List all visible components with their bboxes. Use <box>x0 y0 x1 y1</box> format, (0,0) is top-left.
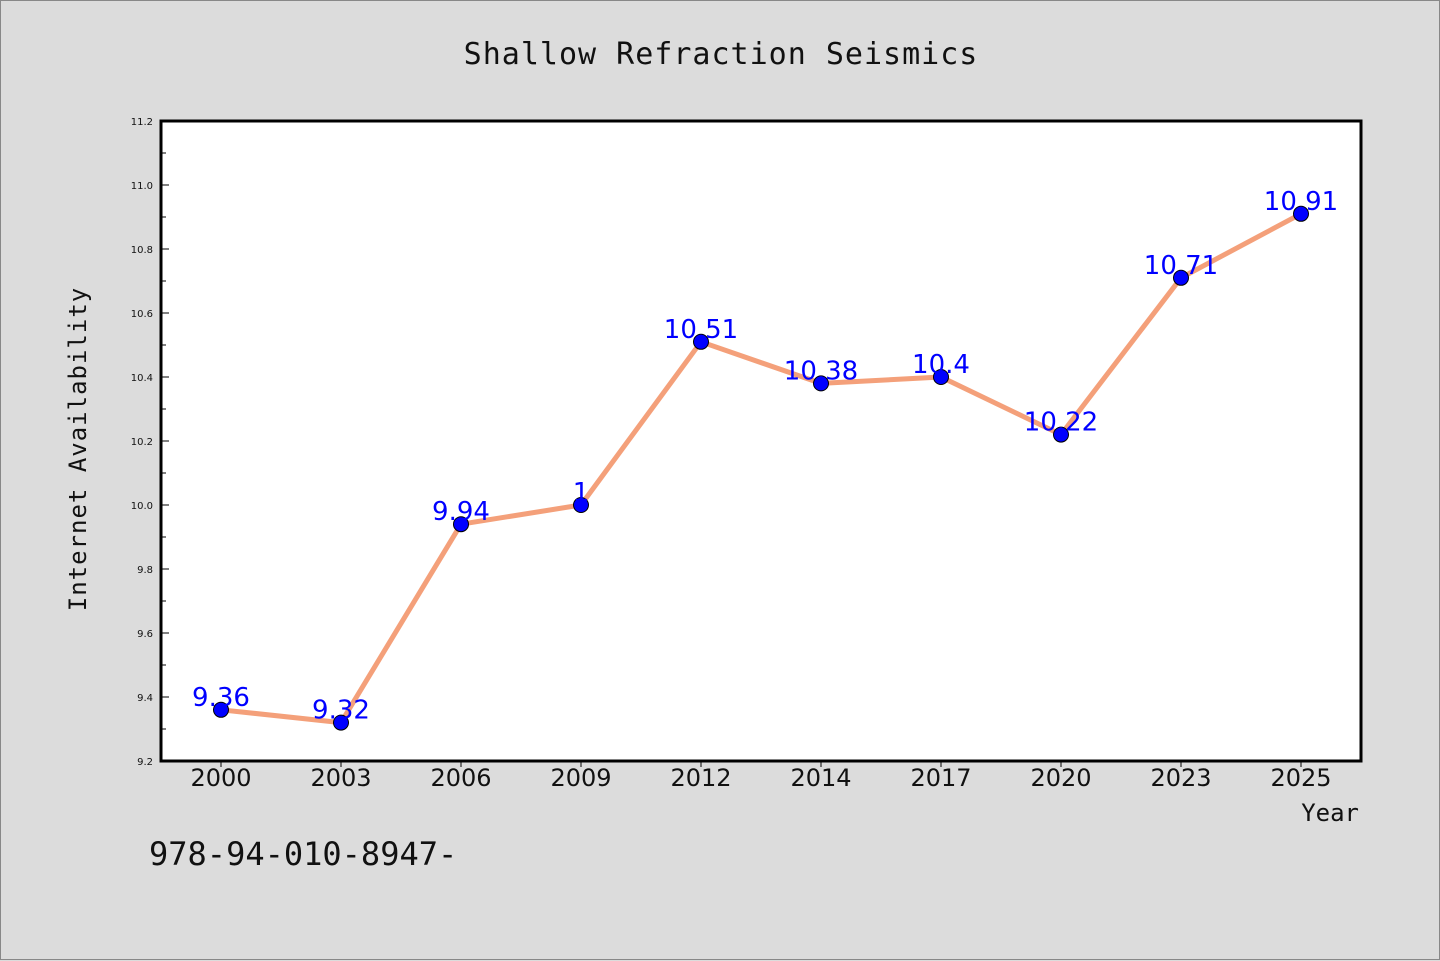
chart-title: Shallow Refraction Seismics <box>464 37 979 72</box>
x-tick-label: 2014 <box>790 764 851 792</box>
y-tick-label: 9.4 <box>137 693 153 704</box>
data-point <box>693 333 709 350</box>
y-tick-label: 10.4 <box>131 373 153 384</box>
data-label: 10.51 <box>664 315 738 345</box>
data-point <box>813 375 829 392</box>
y-tick-label: 10.6 <box>131 309 153 320</box>
data-label: 9.36 <box>192 683 250 713</box>
data-point <box>213 701 229 718</box>
y-tick-label: 10.8 <box>131 245 153 256</box>
y-tick-label: 9.6 <box>137 629 153 640</box>
x-tick-label: 2023 <box>1150 764 1211 792</box>
data-label: 10.22 <box>1024 408 1098 438</box>
x-tick-label: 2025 <box>1270 764 1331 792</box>
data-label: 10.38 <box>784 356 858 386</box>
data-label: 1 <box>573 478 590 508</box>
x-axis-title: Year <box>1301 799 1359 827</box>
series-layer <box>213 205 1309 731</box>
data-point <box>333 714 349 731</box>
y-axis-title: Internet Availability <box>64 287 92 611</box>
x-tick-label: 2003 <box>310 764 371 792</box>
data-point <box>1173 269 1189 286</box>
data-label: 9.32 <box>312 696 370 726</box>
x-tick-label: 2000 <box>190 764 251 792</box>
data-point <box>933 369 949 385</box>
x-tick-label: 2009 <box>550 764 611 792</box>
y-tick-label: 11.2 <box>131 117 153 128</box>
data-label: 9.94 <box>432 497 490 527</box>
y-tick-label: 11.0 <box>131 181 153 192</box>
y-tick-label: 10.2 <box>131 437 153 448</box>
y-tick-label: 10.0 <box>131 501 153 512</box>
y-tick-label: 9.8 <box>137 565 153 576</box>
data-point <box>573 497 589 513</box>
data-point <box>453 516 469 533</box>
data-point <box>1293 205 1309 222</box>
data-label-layer: 9.36 9.32 9.94 1 10.51 10.38 10.4 10.22 10.71 10.… <box>192 187 1338 726</box>
data-label: 10.91 <box>1264 187 1338 217</box>
data-point <box>1053 426 1069 443</box>
x-tick-label: 2006 <box>430 764 491 792</box>
x-tick-label: 2012 <box>670 764 731 792</box>
x-tick-label: 2017 <box>910 764 971 792</box>
y-axis: 9.2 9.4 9.6 9.8 10.0 10.2 10.4 10.6 10.8 11.0 11.2 <box>131 117 169 768</box>
x-axis: 2000 2003 2006 2009 2012 2014 2017 2020 2023 2025 <box>190 761 1332 792</box>
series-line <box>220 211 1303 726</box>
plot-area <box>159 119 1363 763</box>
footer-code: 978-94-010-8947- <box>149 835 457 873</box>
data-label: 10.71 <box>1144 251 1218 281</box>
x-tick-label: 2020 <box>1030 764 1091 792</box>
y-tick-label: 9.2 <box>137 757 153 768</box>
data-label: 10.4 <box>912 350 970 380</box>
